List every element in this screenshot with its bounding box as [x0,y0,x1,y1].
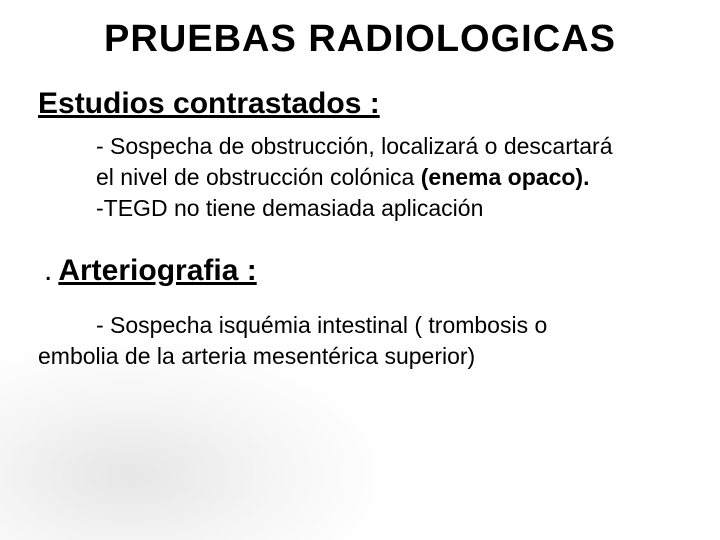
estudios-line-2-pre: el nivel de obstrucción colónica [96,164,421,190]
estudios-line-2: el nivel de obstrucción colónica (enema … [96,162,682,193]
arteriografia-line-2: embolia de la arteria mesentérica superi… [38,341,682,372]
section-heading-arteriografia-row: . Arteriografia : [38,254,682,288]
estudios-line-2-bold: (enema opaco). [421,164,590,190]
slide-container: PRUEBAS RADIOLOGICAS Estudios contrastad… [0,0,720,372]
arteriografia-line-1: - Sospecha isquémia intestinal ( trombos… [96,310,682,341]
section-heading-estudios: Estudios contrastados : [38,87,682,121]
estudios-line-1: - Sospecha de obstrucción, localizará o … [96,131,682,162]
section-heading-arteriografia: Arteriografia : [58,254,256,288]
slide-title: PRUEBAS RADIOLOGICAS [38,18,682,61]
estudios-line-3: -TEGD no tiene demasiada aplicación [96,193,682,224]
estudios-body: - Sospecha de obstrucción, localizará o … [96,131,682,224]
leading-dot: . [44,254,52,288]
arteriografia-body: - Sospecha isquémia intestinal ( trombos… [38,310,682,372]
